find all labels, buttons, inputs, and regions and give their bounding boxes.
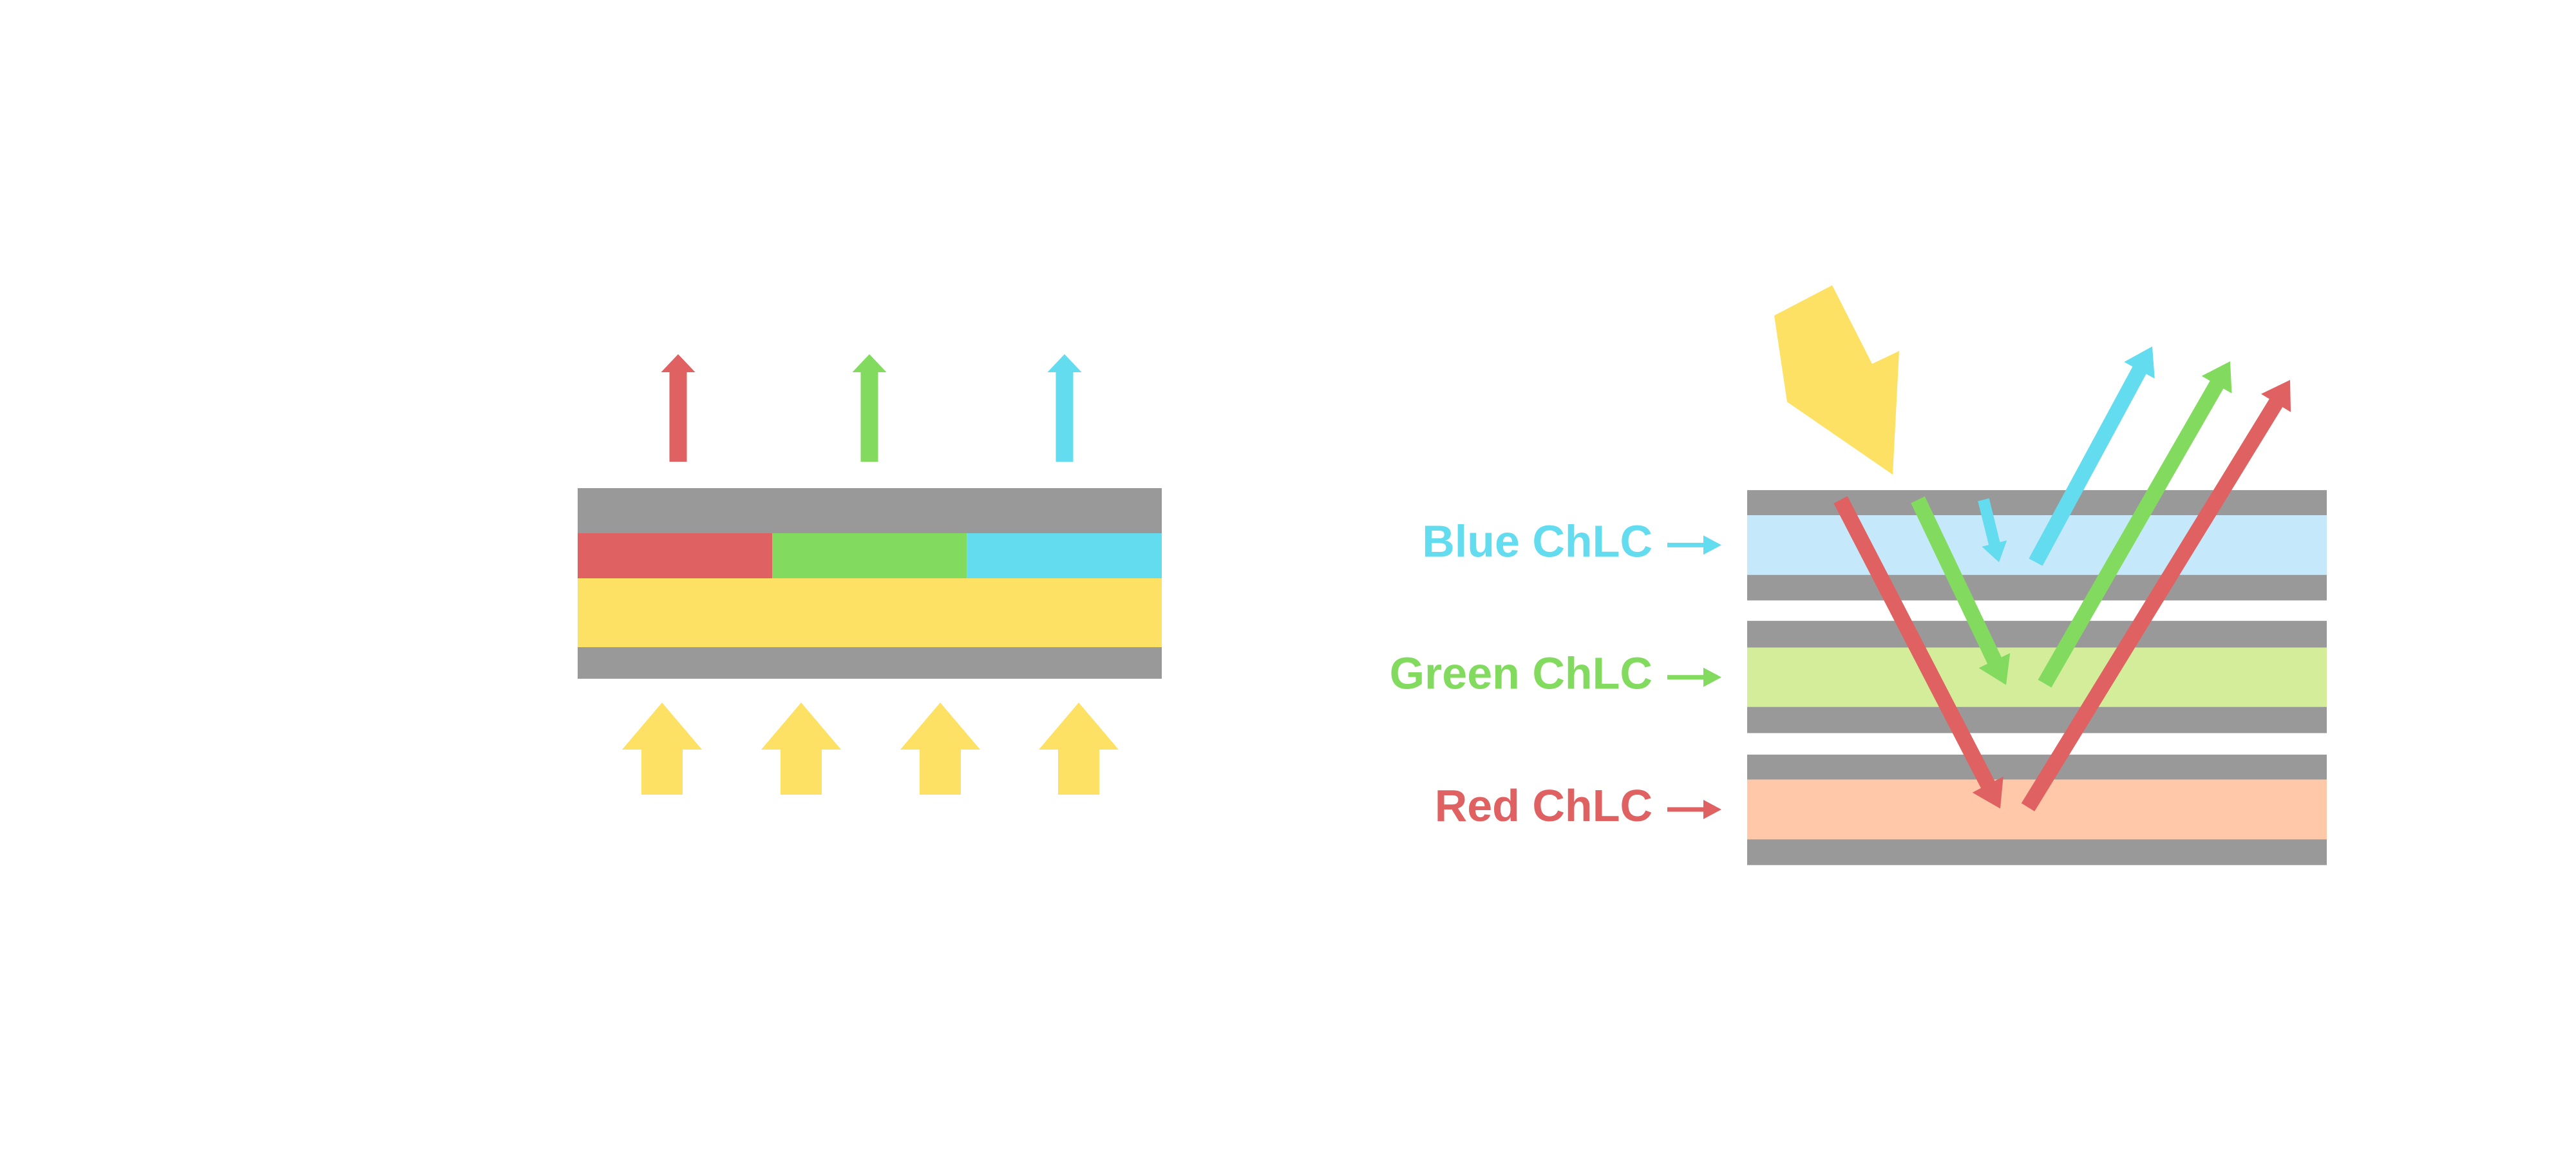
svg-text:Red ChLC: Red ChLC: [1435, 780, 1653, 831]
svg-text:Blue ChLC: Blue ChLC: [1422, 516, 1653, 566]
svg-text:Green ChLC: Green ChLC: [1390, 648, 1653, 699]
